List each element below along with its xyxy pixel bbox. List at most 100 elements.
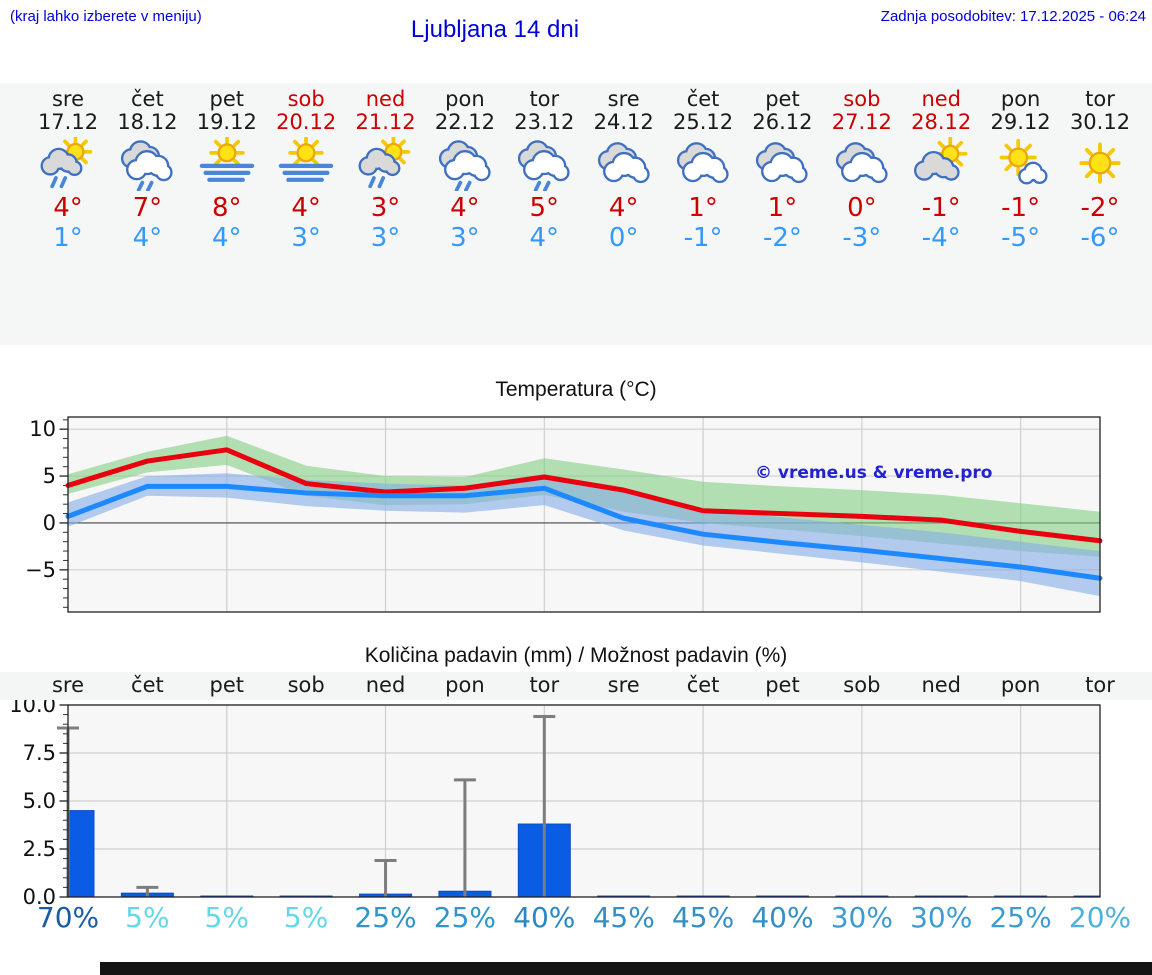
day-date: 27.12 (831, 110, 892, 134)
high-temp: 3° (370, 193, 401, 223)
precip-day-label: sre (51, 673, 85, 697)
sun-cloud-rain-icon (38, 137, 98, 191)
precipitation-probability-row: 70% 5% 5% 5% 25% 25% 40% 45% 45% 40% 30% 30% 25% 20% (0, 901, 1152, 937)
precip-day-label: čet (686, 673, 720, 697)
low-temp: 3° (450, 223, 480, 253)
low-temp: -4° (921, 223, 961, 253)
probability-label: 25% (354, 901, 417, 934)
precip-y-tick-label: 5.0 (23, 789, 56, 813)
precipitation-chart-title: Količina padavin (mm) / Možnost padavin … (364, 644, 788, 667)
high-temp: 4° (608, 193, 639, 223)
precip-day-label: pet (209, 673, 245, 697)
day-name: tor (1085, 87, 1115, 111)
sun-fog-icon (197, 137, 257, 191)
low-temp: -5° (1001, 223, 1041, 253)
forecast-day-column: čet 18.12 7° 4° (107, 88, 187, 253)
precip-day-label: sob (843, 673, 881, 697)
probability-label: 5% (283, 901, 329, 934)
cloud-rain-icon (117, 137, 177, 191)
precip-day-label: čet (131, 673, 164, 697)
precip-day-label: sob (287, 673, 325, 697)
precip-day-label: tor (529, 673, 560, 697)
day-name: čet (686, 87, 720, 111)
last-updated: Zadnja posodobitev: 17.12.2025 - 06:24 (880, 8, 1146, 25)
forecast-day-column: tor 23.12 5° 4° (504, 87, 584, 253)
forecast-day-column: ned 21.12 3° 3° (346, 87, 426, 253)
temp-y-tick-label: 0 (43, 511, 56, 535)
forecast-day-column: pon 29.12 -1° -5° (981, 87, 1061, 253)
cloud-icon (752, 137, 812, 191)
footer-bar (100, 962, 1152, 975)
min-temp-line (65, 483, 1103, 581)
precip-y-tick-label: 0.0 (23, 885, 56, 905)
forecast-day-column: ned 28.12 -1° -4° (901, 87, 981, 253)
day-date: 26.12 (752, 110, 813, 134)
day-date: 21.12 (355, 110, 416, 134)
precipitation-chart: 10.0 7.5 5.0 2.5 0.0 (9, 700, 1101, 905)
sun-fog-icon (276, 137, 336, 191)
min-temp-range-band (68, 473, 1100, 597)
day-name: pon (1000, 87, 1041, 111)
temperature-chart-title: Temperatura (°C) (495, 378, 657, 401)
low-temp: -1° (683, 223, 723, 253)
high-temp: 1° (688, 193, 718, 223)
day-name: tor (529, 87, 560, 111)
low-temp: -2° (762, 223, 802, 253)
low-temp: 1° (53, 223, 83, 253)
probability-label: 45% (671, 901, 735, 934)
precip-bar (67, 810, 95, 898)
low-temp: 3° (291, 223, 321, 253)
sun-small-cloud-icon (991, 137, 1051, 191)
probability-label: 70% (36, 901, 100, 934)
forecast-day-column: sob 20.12 4° 3° (266, 87, 346, 253)
page-title: Ljubljana 14 dni (410, 16, 580, 43)
precip-day-label: ned (921, 673, 961, 697)
forecast-day-column: sob 27.12 0° -3° (822, 88, 902, 253)
forecast-strip: sre 17.12 4° 1° čet 18.12 7° 4° pet 19.1… (0, 83, 1152, 345)
forecast-day-column: pon 22.12 4° 3° (425, 88, 505, 253)
cloud-rain-icon (435, 137, 495, 191)
forecast-day-column: čet 25.12 1° -1° (663, 87, 743, 253)
max-temp-line (65, 447, 1103, 544)
temp-y-tick-label: 10 (29, 417, 56, 441)
probability-label: 5% (204, 901, 249, 934)
temp-y-tick-label: 5 (43, 464, 56, 488)
forecast-day-column: pet 26.12 1° -2° (742, 88, 822, 253)
precipitation-day-labels: sre čet pet sob ned pon tor sre čet pet sob ned pon t… (0, 672, 1152, 700)
high-temp: -1° (921, 193, 961, 223)
precip-day-label: ned (365, 673, 406, 697)
day-date: 29.12 (990, 110, 1051, 134)
low-temp: 0° (608, 223, 639, 253)
precip-y-tick-label: 2.5 (23, 837, 56, 861)
day-date: 25.12 (673, 110, 734, 134)
forecast-day-column: pet 19.12 8° 4° (187, 87, 267, 253)
low-temp: -6° (1080, 223, 1120, 253)
day-name: ned (921, 87, 961, 111)
precip-y-tick-label: 7.5 (23, 741, 56, 765)
high-temp: 8° (211, 193, 242, 223)
day-date: 30.12 (1069, 110, 1131, 134)
day-name: sre (607, 87, 640, 111)
forecast-day-column: sre 17.12 4° 1° (28, 88, 108, 253)
high-temp: 4° (53, 193, 83, 223)
low-temp: 4° (211, 223, 242, 253)
precip-day-label: pet (765, 673, 800, 697)
day-name: sob (287, 87, 325, 111)
precip-day-label: sre (607, 673, 640, 697)
precip-y-tick-label: 10.0 (9, 700, 56, 717)
day-date: 19.12 (196, 110, 257, 134)
cloud-icon (673, 137, 733, 191)
low-temp: 4° (529, 223, 560, 253)
high-temp: 7° (132, 193, 163, 223)
probability-label: 45% (592, 901, 655, 934)
day-date: 20.12 (276, 110, 337, 134)
temperature-chart: 10 5 0 −5 © vreme.us & vreme.pro (25, 416, 1103, 613)
day-date: 18.12 (117, 110, 178, 134)
probability-label: 40% (751, 901, 814, 934)
day-name: pet (209, 87, 244, 111)
day-name: ned (365, 87, 406, 111)
probability-label: 25% (433, 901, 497, 934)
probability-label: 30% (830, 901, 893, 934)
probability-label: 25% (989, 901, 1052, 934)
